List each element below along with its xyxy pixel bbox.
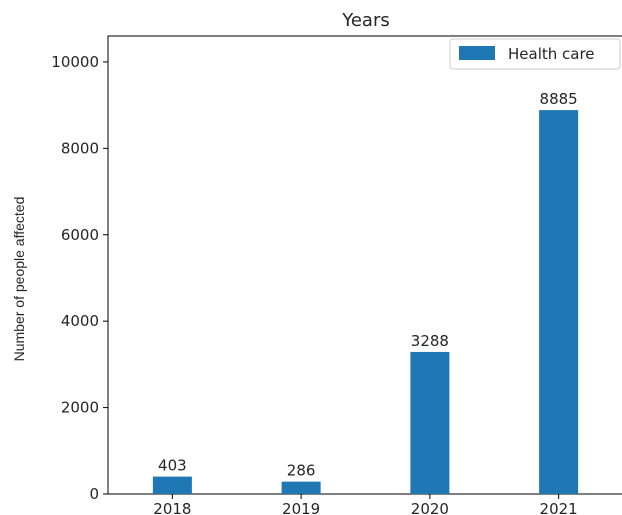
y-axis-label: Number of people affected xyxy=(11,197,27,362)
bar-2019 xyxy=(281,481,321,494)
legend-label-health-care: Health care xyxy=(508,45,595,63)
bar-2020 xyxy=(410,351,450,494)
data-labels-group: 403 286 3288 8885 xyxy=(158,90,578,480)
legend-swatch-health-care xyxy=(459,46,495,60)
data-label-2021: 8885 xyxy=(540,90,578,108)
x-tick-label-2021: 2021 xyxy=(540,500,578,515)
bars-group xyxy=(152,110,579,494)
y-tick-label-2000: 2000 xyxy=(61,399,99,417)
y-tick-label-4000: 4000 xyxy=(61,312,99,330)
chart-title: Years xyxy=(341,10,390,31)
bar-2018 xyxy=(152,476,192,494)
x-tick-label-2018: 2018 xyxy=(153,500,191,515)
data-label-2018: 403 xyxy=(158,457,187,475)
legend: Health care xyxy=(449,38,621,70)
data-label-2019: 286 xyxy=(287,462,316,480)
x-axis-ticks: 2018 2019 2020 2021 xyxy=(153,494,578,515)
bar-2021 xyxy=(539,110,579,494)
y-tick-label-6000: 6000 xyxy=(61,226,99,244)
x-tick-label-2019: 2019 xyxy=(282,500,320,515)
plot-frame xyxy=(107,35,622,495)
x-tick-label-2020: 2020 xyxy=(411,500,449,515)
y-axis-ticks: 0 2000 4000 6000 8000 10000 xyxy=(51,53,108,503)
data-label-2020: 3288 xyxy=(411,332,449,350)
y-tick-label-8000: 8000 xyxy=(61,139,99,157)
y-tick-label-10000: 10000 xyxy=(51,53,99,71)
y-tick-label-0: 0 xyxy=(89,485,99,503)
plot-area: 403 286 3288 8885 2018 2019 2020 2021 0 2000 400… xyxy=(51,35,622,515)
